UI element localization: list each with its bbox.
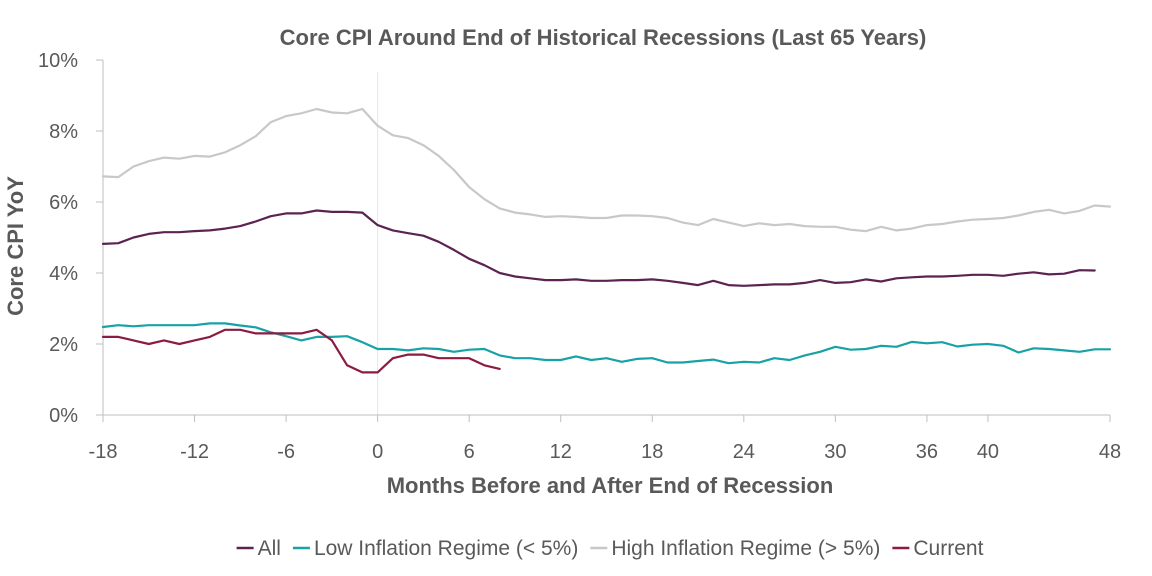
x-axis-title: Months Before and After End of Recession <box>387 473 834 498</box>
x-tick-label: 12 <box>550 441 572 463</box>
y-tick-label: 0% <box>49 405 78 427</box>
y-tick-label: 6% <box>49 192 78 214</box>
y-tick-label: 4% <box>49 263 78 285</box>
x-tick-label: 24 <box>733 441 755 463</box>
series-line-low-inflation-regime-5 <box>101 322 1112 365</box>
y-axis-title: Core CPI YoY <box>3 176 28 316</box>
legend-label: Low Inflation Regime (< 5%) <box>314 537 578 560</box>
x-tick-label: -18 <box>89 441 118 463</box>
series-line-all <box>101 209 1096 287</box>
y-tick-label: 10% <box>38 50 78 72</box>
chart-title: Core CPI Around End of Historical Recess… <box>280 25 927 50</box>
plot-area: 0% 2% 4% 6% 8% 10% -18 -12 -6 0 6 12 18 24 30 36 40 48 <box>38 50 1121 463</box>
x-tick-label: 18 <box>641 441 663 463</box>
legend-item: High Inflation Regime (> 5%) <box>590 537 880 560</box>
legend-label: All <box>258 537 281 560</box>
x-tick-label: -12 <box>180 441 209 463</box>
legend-label: High Inflation Regime (> 5%) <box>611 537 880 560</box>
x-tick-label: 6 <box>464 441 475 463</box>
legend-item: Low Inflation Regime (< 5%) <box>292 537 578 560</box>
series-line-high-inflation-regime-5 <box>101 107 1112 233</box>
legend-item: All <box>236 537 281 560</box>
legend: All Low Inflation Regime (< 5%) High Infla… <box>236 537 984 560</box>
legend-label: Current <box>913 537 983 560</box>
x-tick-label: 30 <box>824 441 846 463</box>
legend-item: Current <box>892 537 984 560</box>
x-tick-label: 0 <box>372 441 383 463</box>
x-tick-label: 48 <box>1099 441 1121 463</box>
x-tick-label: -6 <box>277 441 295 463</box>
x-tick-label: 36 <box>916 441 938 463</box>
x-axis: -18 -12 -6 0 6 12 18 24 30 36 40 48 <box>89 415 1121 463</box>
y-axis: 0% 2% 4% 6% 8% 10% <box>38 50 103 427</box>
y-tick-label: 8% <box>49 121 78 143</box>
series-lines <box>101 107 1112 374</box>
y-tick-label: 2% <box>49 334 78 356</box>
series-line-current <box>101 328 501 374</box>
x-tick-label: 40 <box>977 441 999 463</box>
